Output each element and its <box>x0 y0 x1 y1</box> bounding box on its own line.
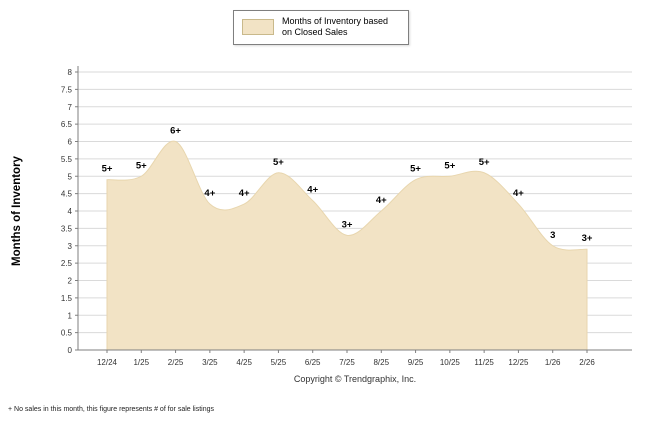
inventory-area-chart: 0 0.5 1 1.5 2 2.5 3 3.5 4 4.5 5 5.5 6 6.5 7 7.5 8 12/24 1/… <box>11 66 632 367</box>
chart-legend: Months of Inventory based on Closed Sale… <box>233 10 409 45</box>
x-tick-label: 5/25 <box>271 358 287 367</box>
legend-label-line1: Months of Inventory based <box>282 16 389 26</box>
point-label: 4+ <box>376 195 387 206</box>
point-label: 5+ <box>273 157 284 168</box>
y-tick-label: 4 <box>68 207 73 216</box>
point-label: 5+ <box>479 157 490 168</box>
point-label: 3+ <box>342 219 353 230</box>
point-label: 4+ <box>307 185 318 196</box>
x-tick-label: 2/26 <box>579 358 595 367</box>
x-tick-label: 7/25 <box>339 358 355 367</box>
y-tick-label: 8 <box>68 68 73 77</box>
point-label: 5+ <box>136 160 147 171</box>
copyright-text: Copyright © Trendgraphix, Inc. <box>293 374 417 384</box>
legend-label-line2: on Closed Sales <box>282 27 348 38</box>
x-tick-label: 12/24 <box>97 358 118 367</box>
x-tick-label: 10/25 <box>440 358 461 367</box>
y-tick-label: 0.5 <box>61 329 73 338</box>
y-tick-label: 2 <box>68 277 73 286</box>
x-tick-label: 1/26 <box>545 358 561 367</box>
x-tick-label: 8/25 <box>373 358 389 367</box>
y-axis-title: Months of Inventory <box>11 155 23 265</box>
x-tick-label: 9/25 <box>408 358 424 367</box>
legend-swatch <box>242 19 274 36</box>
y-tick-label: 1.5 <box>61 294 73 303</box>
point-label: 5+ <box>102 164 113 175</box>
footnote-text: + No sales in this month, this figure re… <box>8 406 215 413</box>
y-tick-label: 4.5 <box>61 190 73 199</box>
point-label: 5+ <box>444 160 455 171</box>
x-tick-label: 6/25 <box>305 358 321 367</box>
y-tick-label: 7.5 <box>61 85 73 94</box>
y-tick-label: 5.5 <box>61 155 73 164</box>
area-series <box>106 140 588 351</box>
legend-label: Months of Inventory based on Closed Sale… <box>282 16 388 39</box>
y-tick-label: 5 <box>68 172 73 181</box>
x-tick-label: 4/25 <box>236 358 252 367</box>
y-tick-label: 6.5 <box>61 120 73 129</box>
point-label: 6+ <box>170 126 181 137</box>
x-tick-label: 3/25 <box>202 358 218 367</box>
y-tick-label: 3.5 <box>61 224 73 233</box>
point-label: 3 <box>550 230 555 241</box>
point-label: 4+ <box>239 188 250 199</box>
x-tick-label: 1/25 <box>133 358 149 367</box>
x-tick-label: 12/25 <box>508 358 529 367</box>
point-label: 5+ <box>410 164 421 175</box>
point-label: 3+ <box>582 233 593 244</box>
x-tick-label: 11/25 <box>474 358 494 367</box>
y-tick-label: 7 <box>68 103 73 112</box>
y-tick-label: 1 <box>68 311 73 320</box>
point-label: 4+ <box>513 188 524 199</box>
y-tick-label: 0 <box>68 346 73 355</box>
y-tick-label: 6 <box>68 138 73 147</box>
y-tick-label: 3 <box>68 242 73 251</box>
x-tick-label: 2/25 <box>168 358 184 367</box>
y-tick-label: 2.5 <box>61 259 73 268</box>
point-label: 4+ <box>204 188 215 199</box>
